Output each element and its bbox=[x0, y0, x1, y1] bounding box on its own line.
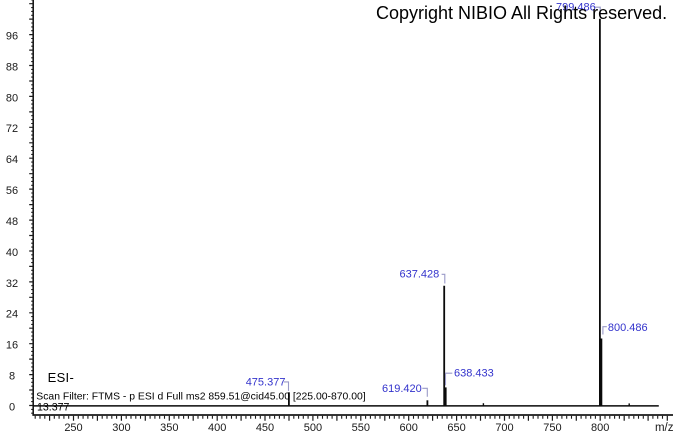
svg-text:0: 0 bbox=[9, 401, 15, 413]
svg-text:80: 80 bbox=[6, 92, 18, 104]
svg-text:40: 40 bbox=[6, 247, 18, 259]
svg-text:48: 48 bbox=[6, 216, 18, 228]
svg-text:16: 16 bbox=[6, 340, 18, 352]
svg-text:56: 56 bbox=[6, 185, 18, 197]
svg-text:250: 250 bbox=[64, 422, 82, 434]
svg-text:750: 750 bbox=[543, 422, 561, 434]
svg-text:600: 600 bbox=[400, 422, 418, 434]
svg-text:8: 8 bbox=[9, 371, 15, 383]
svg-text:500: 500 bbox=[304, 422, 322, 434]
svg-text:550: 550 bbox=[352, 422, 370, 434]
svg-text:619.420: 619.420 bbox=[382, 383, 422, 395]
svg-text:450: 450 bbox=[256, 422, 274, 434]
svg-text:700: 700 bbox=[495, 422, 513, 434]
svg-text:350: 350 bbox=[160, 422, 178, 434]
svg-text:799.486: 799.486 bbox=[556, 1, 596, 13]
svg-text:13.377: 13.377 bbox=[37, 402, 70, 414]
svg-text:637.428: 637.428 bbox=[400, 269, 440, 281]
svg-text:800.486: 800.486 bbox=[608, 322, 648, 334]
svg-text:m/z: m/z bbox=[655, 422, 674, 434]
svg-text:650: 650 bbox=[447, 422, 465, 434]
svg-text:88: 88 bbox=[6, 61, 18, 73]
svg-text:Copyright NIBIO All Rights res: Copyright NIBIO All Rights reserved. bbox=[376, 3, 667, 23]
svg-text:300: 300 bbox=[112, 422, 130, 434]
svg-text:96: 96 bbox=[6, 31, 18, 43]
svg-text:ESI-: ESI- bbox=[48, 370, 74, 385]
svg-text:64: 64 bbox=[6, 154, 18, 166]
svg-text:400: 400 bbox=[208, 422, 226, 434]
svg-text:475.377: 475.377 bbox=[246, 376, 286, 388]
svg-text:Scan Filter: FTMS - p ESI d Fu: Scan Filter: FTMS - p ESI d Full ms2 859… bbox=[36, 391, 365, 402]
svg-text:72: 72 bbox=[6, 123, 18, 135]
svg-text:24: 24 bbox=[6, 309, 18, 321]
svg-text:800: 800 bbox=[591, 422, 609, 434]
svg-text:638.433: 638.433 bbox=[454, 368, 494, 380]
svg-text:32: 32 bbox=[6, 278, 18, 290]
